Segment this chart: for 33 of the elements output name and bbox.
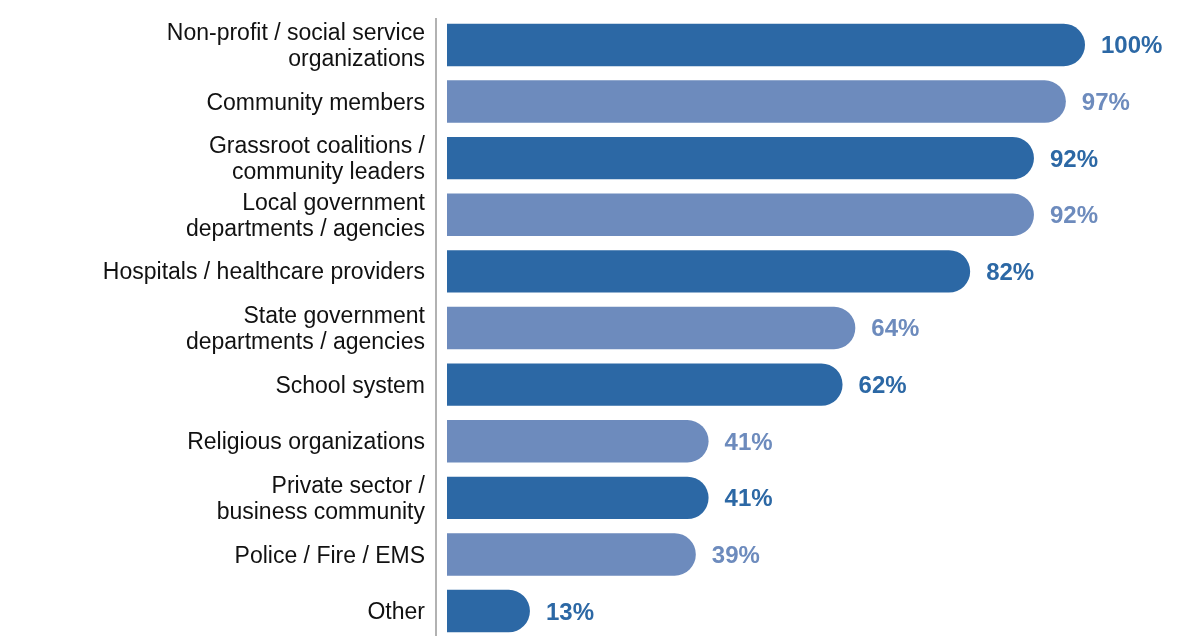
data-label: 97%: [1081, 87, 1130, 115]
data-label: 41%: [724, 484, 773, 512]
bar: [447, 80, 1066, 123]
data-label: 100%: [1101, 31, 1163, 59]
y-tick-label: Private sector / business community: [216, 471, 426, 524]
y-tick-label: Police / Fire / EMS: [234, 541, 425, 568]
bar: [447, 193, 1034, 236]
bar: [447, 363, 843, 406]
bar: [447, 589, 530, 633]
y-tick-label: Hospitals / healthcare providers: [102, 258, 425, 285]
data-label: 13%: [545, 597, 594, 625]
data-label: 62%: [858, 371, 907, 399]
bar: [447, 136, 1034, 180]
y-tick-label: Local government departments / agencies: [185, 188, 426, 241]
y-tick-label: Religious organizations: [187, 428, 425, 455]
data-label: 82%: [986, 257, 1035, 285]
y-tick-label: Non-profit / social service organizations: [166, 18, 425, 71]
bar: [447, 23, 1085, 67]
data-label: 64%: [871, 314, 920, 342]
bar: [447, 306, 856, 350]
bar: [447, 533, 696, 576]
y-tick-label: Other: [367, 598, 426, 625]
bar: [447, 476, 709, 520]
data-label: 39%: [711, 540, 760, 568]
data-label: 41%: [724, 427, 773, 455]
y-tick-label: Grassroot coalitions / community leaders: [208, 132, 426, 185]
y-tick-label: State government departments / agencies: [185, 302, 426, 355]
data-label: 92%: [1049, 144, 1099, 172]
bar: [447, 420, 709, 463]
y-tick-label: Community members: [206, 88, 425, 115]
bar: [447, 250, 971, 293]
y-tick-label: School system: [275, 371, 425, 398]
data-label: 92%: [1049, 201, 1099, 229]
